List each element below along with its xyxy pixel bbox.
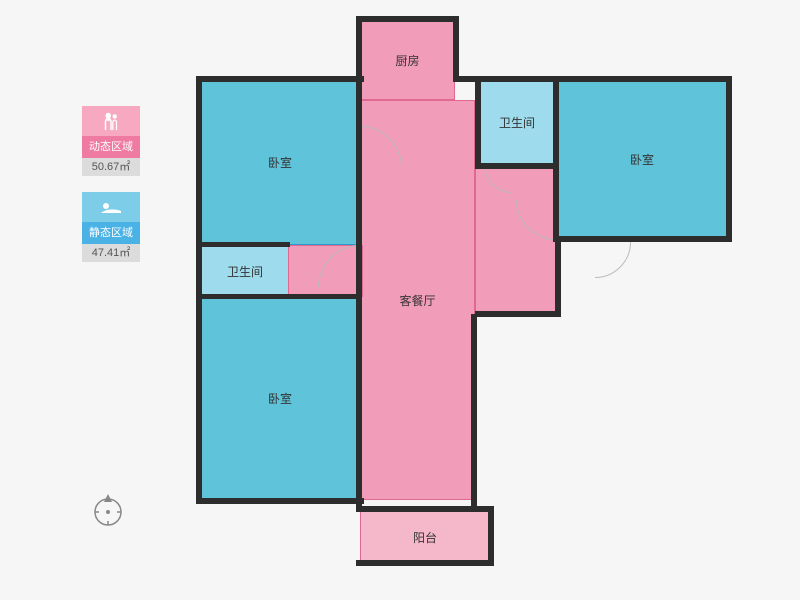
room-label-bedroom_bl: 卧室 <box>268 390 292 407</box>
room-bath_left: 卫生间 <box>200 245 290 297</box>
legend-dynamic-value: 50.67㎡ <box>82 158 140 176</box>
sleep-icon <box>99 197 123 217</box>
room-label-bath_left: 卫生间 <box>227 263 263 280</box>
wall <box>356 16 362 512</box>
wall <box>356 16 459 22</box>
legend: 动态区域 50.67㎡ 静态区域 47.41㎡ <box>82 106 146 278</box>
people-icon <box>100 110 122 132</box>
wall <box>553 76 732 82</box>
room-label-bedroom_tr: 卧室 <box>630 151 654 168</box>
wall <box>196 294 362 299</box>
room-label-balcony: 阳台 <box>413 529 437 546</box>
wall <box>475 76 559 82</box>
wall <box>475 311 561 317</box>
wall <box>726 76 732 241</box>
legend-dynamic-title: 动态区域 <box>82 136 140 158</box>
wall <box>196 498 364 504</box>
room-kitchen: 厨房 <box>360 20 455 100</box>
wall <box>196 242 290 247</box>
room-bedroom_bl: 卧室 <box>200 297 360 500</box>
wall <box>196 76 202 502</box>
legend-dynamic-swatch <box>82 106 140 136</box>
legend-static-title: 静态区域 <box>82 222 140 244</box>
wall <box>196 76 364 82</box>
legend-static: 静态区域 47.41㎡ <box>82 192 146 262</box>
legend-static-swatch <box>82 192 140 222</box>
wall <box>471 314 477 510</box>
room-label-bath_top: 卫生间 <box>499 114 535 131</box>
room-bedroom_tr: 卧室 <box>556 80 728 238</box>
wall <box>475 76 481 168</box>
wall <box>553 236 732 242</box>
compass-icon <box>88 490 128 530</box>
wall <box>453 16 459 78</box>
wall <box>555 242 561 317</box>
room-label-bedroom_tl: 卧室 <box>268 154 292 171</box>
legend-static-value: 47.41㎡ <box>82 244 140 262</box>
room-bath_top: 卫生间 <box>478 80 556 165</box>
wall <box>475 163 559 169</box>
room-bedroom_tl: 卧室 <box>200 80 360 245</box>
legend-dynamic: 动态区域 50.67㎡ <box>82 106 146 176</box>
wall <box>553 76 559 241</box>
floorplan: 卧室厨房卫生间卧室卫生间客餐厅卧室阳台 <box>200 20 740 580</box>
wall <box>488 506 494 565</box>
room-label-living: 客餐厅 <box>399 292 435 309</box>
room-balcony: 阳台 <box>360 510 490 565</box>
wall <box>356 560 494 566</box>
room-label-kitchen: 厨房 <box>395 52 419 69</box>
room-living_rext <box>475 165 558 315</box>
